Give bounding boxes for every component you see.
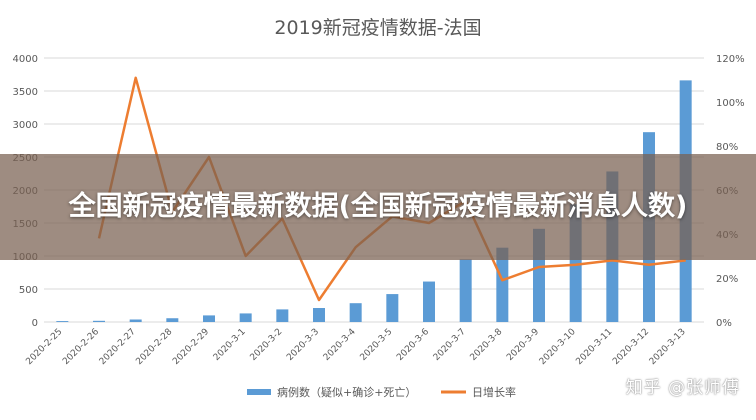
y-right-tick-label: 80% — [716, 142, 738, 153]
x-tick-label: 2020-3-5 — [358, 327, 394, 363]
chart-title: 2019新冠疫情数据-法国 — [274, 17, 481, 39]
legend-swatch-bar — [247, 389, 271, 395]
watermark: 知乎 @张师傅 — [625, 378, 740, 398]
bar — [313, 308, 325, 322]
x-tick-label: 2020-2-27 — [98, 327, 138, 367]
x-tick-label: 2020-3-12 — [611, 327, 651, 367]
bar — [203, 315, 215, 322]
x-tick-label: 2020-3-7 — [432, 327, 468, 363]
y-left-tick-label: 500 — [19, 285, 38, 296]
x-tick-labels: 2020-2-252020-2-262020-2-272020-2-282020… — [24, 327, 687, 367]
x-tick-label: 2020-2-25 — [24, 327, 64, 367]
y-left-tick-label: 3000 — [13, 120, 38, 131]
legend: 病例数（疑似+确诊+死亡） 日增长率 — [247, 385, 516, 399]
bar — [349, 303, 362, 322]
y-left-tick-label: 3500 — [13, 87, 38, 98]
title-banner: 全国新冠疫情最新数据(全国新冠疫情最新消息人数) — [0, 154, 756, 260]
bar — [423, 281, 435, 322]
bar — [129, 319, 142, 322]
y-right-tick-label: 0% — [716, 318, 732, 329]
bar — [239, 313, 252, 322]
x-tick-label: 2020-2-26 — [61, 327, 101, 367]
bar — [496, 247, 509, 322]
x-tick-label: 2020-2-29 — [171, 327, 211, 367]
x-tick-label: 2020-3-8 — [468, 327, 504, 363]
x-tick-label: 2020-2-28 — [134, 327, 174, 367]
x-tick-label: 2020-3-6 — [395, 327, 431, 363]
legend-label-bar: 病例数（疑似+确诊+死亡） — [277, 385, 416, 399]
y-right-tick-label: 20% — [716, 274, 738, 285]
y-left-tick-label: 4000 — [13, 54, 38, 65]
y-right-tick-label: 100% — [716, 98, 745, 109]
x-tick-label: 2020-3-13 — [648, 327, 688, 367]
bar — [386, 294, 399, 322]
bar — [166, 318, 179, 322]
x-tick-label: 2020-3-10 — [538, 327, 578, 367]
y-right-tick-label: 120% — [716, 54, 745, 65]
x-tick-label: 2020-3-1 — [212, 327, 248, 363]
legend-label-line: 日增长率 — [472, 385, 516, 399]
x-tick-label: 2020-3-3 — [285, 327, 321, 363]
x-tick-label: 2020-3-2 — [248, 327, 284, 363]
bar — [459, 259, 472, 322]
y-left-tick-label: 0 — [32, 318, 38, 329]
bar — [276, 309, 289, 322]
x-tick-label: 2020-3-4 — [322, 327, 358, 363]
bar — [56, 321, 69, 322]
x-tick-label: 2020-3-11 — [574, 327, 614, 367]
bar — [93, 320, 105, 322]
x-tick-label: 2020-3-9 — [505, 327, 541, 363]
banner-text: 全国新冠疫情最新数据(全国新冠疫情最新消息人数) — [68, 191, 688, 222]
